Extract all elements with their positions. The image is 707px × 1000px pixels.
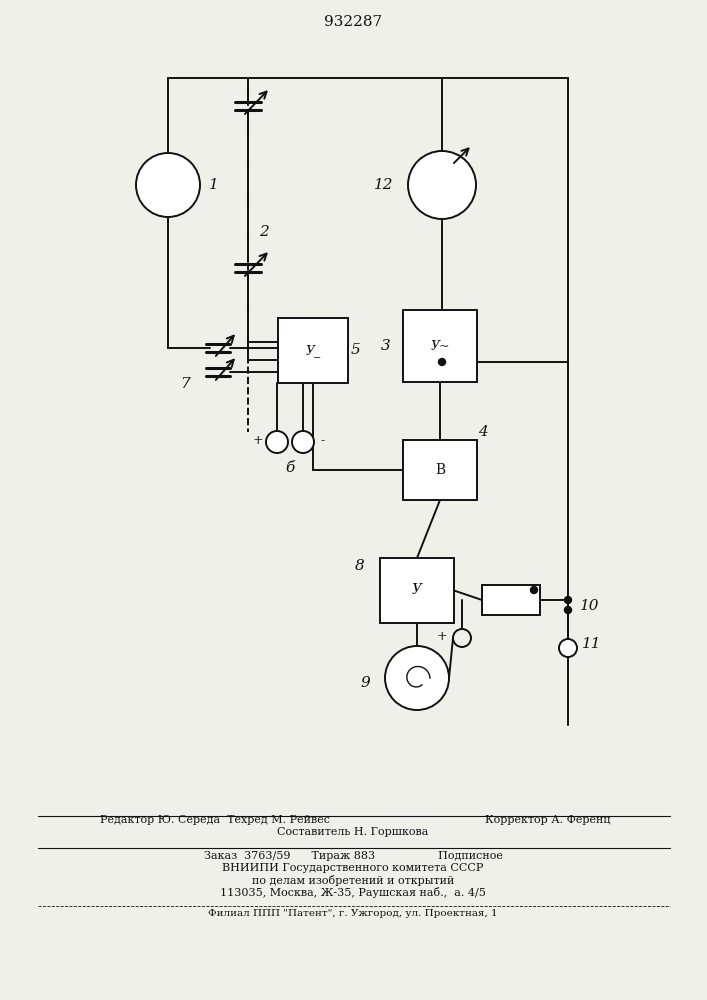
Text: 932287: 932287 — [324, 15, 382, 29]
Text: У_: У_ — [305, 344, 321, 357]
Text: У~: У~ — [431, 340, 450, 353]
Circle shape — [292, 431, 314, 453]
Text: ВНИИПИ Государственного комитета СССР: ВНИИПИ Государственного комитета СССР — [222, 863, 484, 873]
Circle shape — [438, 359, 445, 365]
Text: 11: 11 — [582, 637, 602, 651]
Circle shape — [266, 431, 288, 453]
Text: 3: 3 — [381, 339, 391, 353]
Circle shape — [559, 639, 577, 657]
Text: Филиал ППП "Патент", г. Ужгород, ул. Проектная, 1: Филиал ППП "Патент", г. Ужгород, ул. Про… — [208, 908, 498, 918]
Bar — [403, 310, 477, 382]
Text: +: + — [252, 434, 263, 448]
Text: 5: 5 — [351, 344, 361, 358]
Bar — [278, 318, 348, 383]
Text: Корректор А. Ференц: Корректор А. Ференц — [485, 815, 611, 825]
Circle shape — [564, 606, 571, 613]
Text: +: + — [437, 631, 448, 644]
Text: -: - — [321, 434, 325, 448]
Text: 113035, Москва, Ж-35, Раушская наб.,  а. 4/5: 113035, Москва, Ж-35, Раушская наб., а. … — [220, 886, 486, 898]
Text: Редактор Ю. Середа  Техред М. Рейвес: Редактор Ю. Середа Техред М. Рейвес — [100, 815, 330, 825]
Text: 4: 4 — [478, 425, 488, 439]
Text: 8: 8 — [355, 559, 365, 573]
Bar — [380, 558, 454, 623]
Bar — [403, 440, 477, 500]
Circle shape — [453, 629, 471, 647]
Circle shape — [408, 151, 476, 219]
Text: 2: 2 — [259, 225, 269, 239]
Text: Составитель Н. Горшкова: Составитель Н. Горшкова — [277, 827, 428, 837]
Circle shape — [530, 586, 537, 593]
Text: Заказ  3763/59      Тираж 883                  Подписное: Заказ 3763/59 Тираж 883 Подписное — [204, 851, 503, 861]
Circle shape — [385, 646, 449, 710]
Text: У: У — [412, 584, 422, 597]
Text: 12: 12 — [374, 178, 394, 192]
Text: б: б — [286, 461, 295, 475]
Text: по делам изобретений и открытий: по делам изобретений и открытий — [252, 874, 454, 886]
Bar — [482, 585, 540, 615]
Text: 10: 10 — [580, 599, 600, 613]
Circle shape — [564, 596, 571, 603]
Text: В: В — [435, 463, 445, 477]
Text: 9: 9 — [360, 676, 370, 690]
Text: 1: 1 — [209, 178, 219, 192]
Text: 7: 7 — [180, 377, 190, 391]
Circle shape — [136, 153, 200, 217]
